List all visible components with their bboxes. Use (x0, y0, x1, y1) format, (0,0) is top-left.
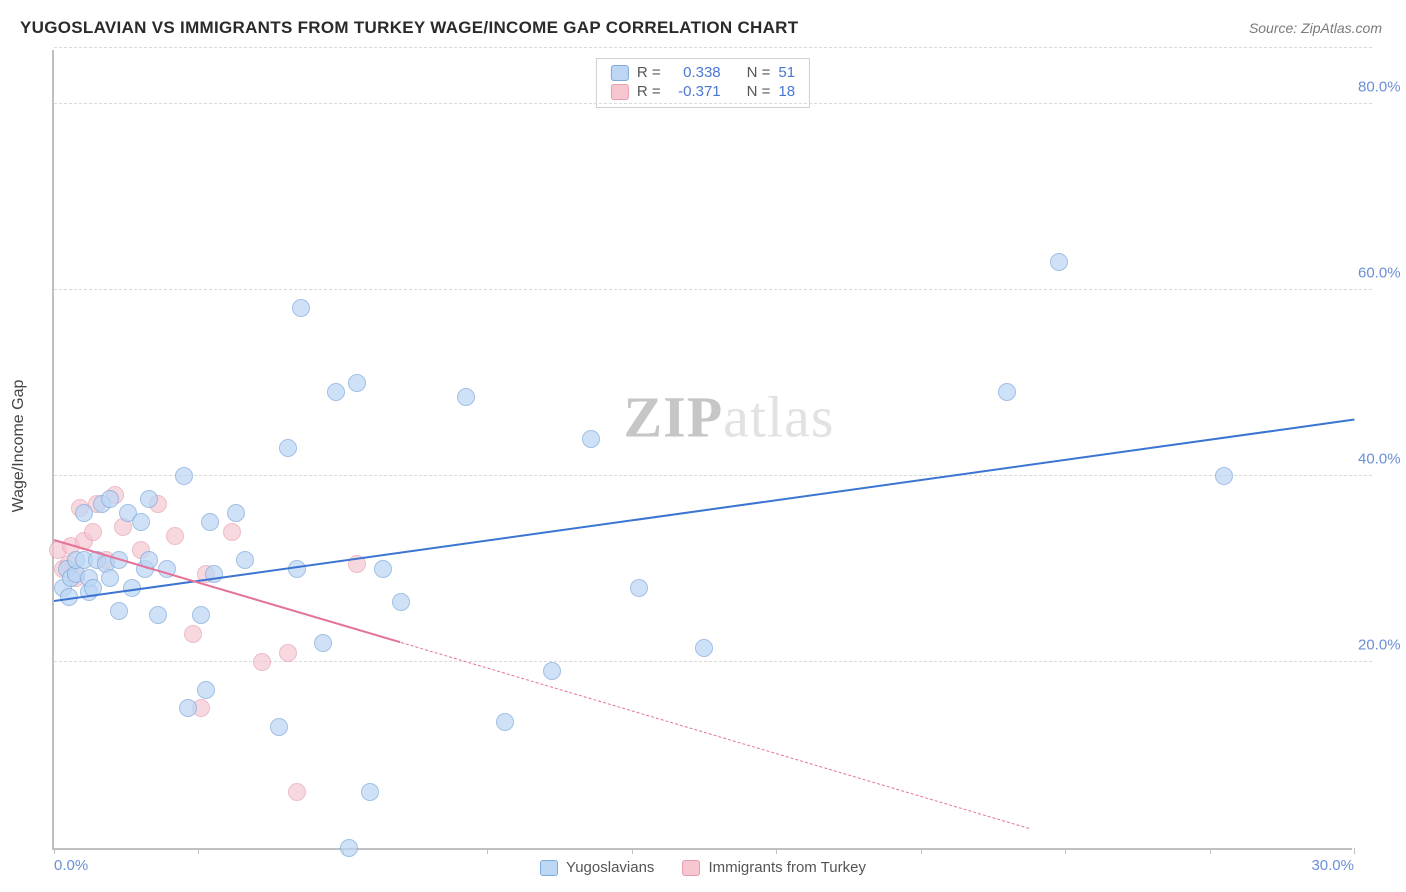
data-point-yugoslavians (197, 681, 215, 699)
data-point-yugoslavians (392, 593, 410, 611)
y-tick-label: 40.0% (1358, 450, 1406, 467)
x-tick-mark (1065, 848, 1066, 854)
x-tick-mark (54, 848, 55, 854)
data-point-yugoslavians (101, 490, 119, 508)
data-point-yugoslavians (496, 713, 514, 731)
legend-swatch (611, 65, 629, 81)
data-point-yugoslavians (1215, 467, 1233, 485)
data-point-yugoslavians (543, 662, 561, 680)
y-tick-label: 60.0% (1358, 264, 1406, 281)
data-point-yugoslavians (582, 430, 600, 448)
data-point-turkey (279, 644, 297, 662)
source-name: ZipAtlas.com (1301, 20, 1382, 36)
n-value: 18 (778, 83, 795, 100)
data-point-yugoslavians (1050, 253, 1068, 271)
data-point-yugoslavians (998, 383, 1016, 401)
x-tick-mark (487, 848, 488, 854)
x-tick-mark (921, 848, 922, 854)
data-point-yugoslavians (270, 718, 288, 736)
data-point-yugoslavians (101, 569, 119, 587)
x-tick-mark (198, 848, 199, 854)
data-point-turkey (288, 783, 306, 801)
series-legend: Yugoslavians Immigrants from Turkey (540, 859, 866, 876)
n-value: 51 (778, 64, 795, 81)
data-point-turkey (223, 523, 241, 541)
x-tick-mark (1210, 848, 1211, 854)
data-point-yugoslavians (140, 490, 158, 508)
data-point-yugoslavians (192, 606, 210, 624)
y-tick-label: 80.0% (1358, 78, 1406, 95)
data-point-yugoslavians (374, 560, 392, 578)
r-value: -0.371 (669, 83, 721, 100)
stats-row-yugoslavians: R = 0.338 N = 51 (611, 63, 795, 82)
legend-item-yugoslavians: Yugoslavians (540, 859, 654, 876)
data-point-yugoslavians (340, 839, 358, 857)
data-point-yugoslavians (201, 513, 219, 531)
trend-line (401, 642, 1030, 829)
data-point-yugoslavians (149, 606, 167, 624)
data-point-turkey (184, 625, 202, 643)
y-axis-label: Wage/Income Gap (10, 380, 28, 513)
legend-swatch (682, 860, 700, 876)
stats-row-turkey: R = -0.371 N = 18 (611, 82, 795, 101)
data-point-yugoslavians (175, 467, 193, 485)
n-label: N = (747, 64, 771, 81)
gridline-h (54, 47, 1372, 48)
r-label: R = (637, 83, 661, 100)
watermark: ZIPatlas (623, 384, 834, 451)
data-point-yugoslavians (292, 299, 310, 317)
legend-label: Immigrants from Turkey (708, 859, 866, 876)
correlation-stats-box: R = 0.338 N = 51 R = -0.371 N = 18 (596, 58, 810, 108)
r-value: 0.338 (669, 64, 721, 81)
x-tick-mark (776, 848, 777, 854)
data-point-yugoslavians (630, 579, 648, 597)
x-tick-label: 30.0% (1311, 857, 1354, 874)
data-point-turkey (166, 527, 184, 545)
data-point-yugoslavians (236, 551, 254, 569)
r-label: R = (637, 64, 661, 81)
source-credit: Source: ZipAtlas.com (1249, 20, 1382, 36)
data-point-yugoslavians (348, 374, 366, 392)
x-tick-mark (632, 848, 633, 854)
legend-swatch (540, 860, 558, 876)
scatter-plot-area: ZIPatlas R =0.338N =51R =-0.371N =18 Yug… (52, 50, 1352, 850)
legend-swatch (611, 84, 629, 100)
data-point-yugoslavians (279, 439, 297, 457)
data-point-yugoslavians (457, 388, 475, 406)
gridline-h (54, 661, 1372, 662)
chart-title: YUGOSLAVIAN VS IMMIGRANTS FROM TURKEY WA… (20, 18, 798, 38)
data-point-yugoslavians (132, 513, 150, 531)
data-point-turkey (84, 523, 102, 541)
gridline-h (54, 103, 1372, 104)
legend-label: Yugoslavians (566, 859, 654, 876)
data-point-yugoslavians (179, 699, 197, 717)
data-point-yugoslavians (361, 783, 379, 801)
data-point-turkey (253, 653, 271, 671)
data-point-yugoslavians (695, 639, 713, 657)
trend-line (54, 539, 401, 643)
data-point-yugoslavians (75, 504, 93, 522)
gridline-h (54, 289, 1372, 290)
source-prefix: Source: (1249, 20, 1301, 36)
legend-item-turkey: Immigrants from Turkey (682, 859, 866, 876)
data-point-yugoslavians (110, 602, 128, 620)
data-point-yugoslavians (227, 504, 245, 522)
y-tick-label: 20.0% (1358, 636, 1406, 653)
x-tick-label: 0.0% (54, 857, 88, 874)
trend-line (54, 418, 1354, 601)
data-point-yugoslavians (314, 634, 332, 652)
x-tick-mark (1354, 848, 1355, 854)
gridline-h (54, 475, 1372, 476)
n-label: N = (747, 83, 771, 100)
data-point-yugoslavians (327, 383, 345, 401)
